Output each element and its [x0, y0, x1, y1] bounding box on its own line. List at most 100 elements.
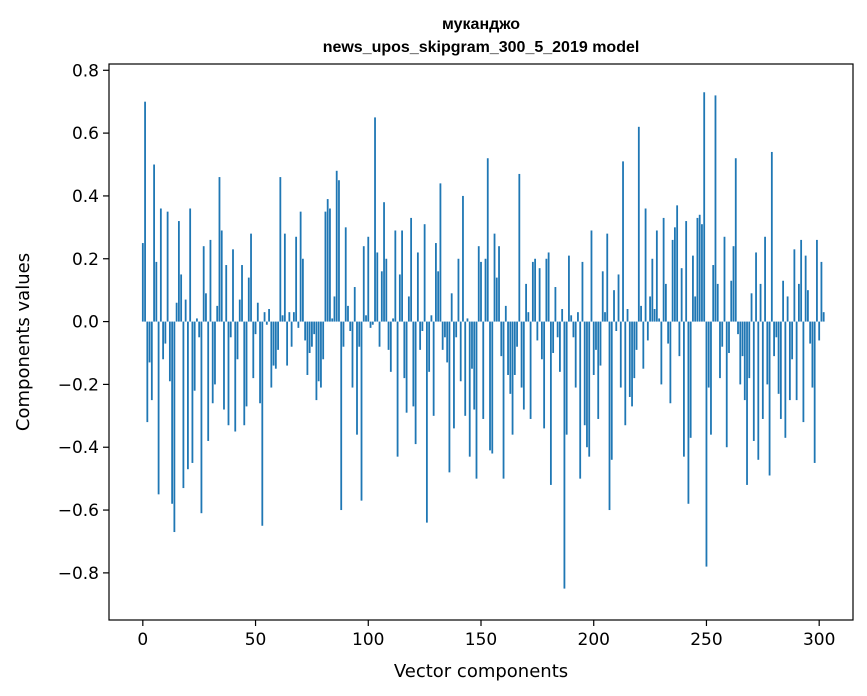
bar: [581, 261, 584, 322]
bar: [419, 321, 422, 350]
bar: [150, 321, 153, 401]
y-tick-label: 0.0: [72, 313, 99, 333]
bar: [498, 246, 500, 322]
bar: [148, 321, 151, 363]
bar: [182, 321, 185, 489]
bar: [407, 296, 410, 322]
bar: [331, 318, 334, 322]
bar: [322, 321, 325, 360]
bar: [786, 296, 789, 322]
bar: [703, 92, 706, 322]
bar: [263, 312, 266, 322]
bar: [218, 177, 221, 322]
bar: [626, 309, 629, 322]
bar: [649, 296, 651, 322]
bar: [234, 321, 237, 432]
bar: [344, 227, 347, 322]
bar: [392, 318, 394, 322]
bar: [277, 321, 279, 350]
bar: [159, 208, 162, 322]
bar: [448, 321, 451, 473]
bar: [446, 321, 449, 363]
bar: [816, 239, 818, 322]
bar: [189, 208, 192, 322]
bar: [637, 126, 640, 322]
bar: [453, 321, 455, 429]
bar: [775, 321, 778, 338]
bar: [572, 321, 575, 338]
bar: [554, 287, 557, 322]
bar: [342, 321, 345, 347]
bar: [261, 321, 264, 526]
bar: [387, 321, 390, 350]
bar: [755, 252, 757, 322]
bar: [653, 309, 656, 322]
bar: [180, 274, 183, 322]
bar: [579, 321, 582, 479]
bar: [500, 321, 503, 357]
bar: [480, 261, 482, 322]
bar: [191, 321, 194, 463]
bar: [489, 321, 491, 451]
bar: [193, 321, 196, 391]
bar: [207, 321, 210, 441]
bar: [311, 321, 313, 347]
bar: [378, 321, 381, 347]
bar: [173, 321, 176, 533]
bar: [141, 243, 144, 322]
bar: [324, 211, 327, 322]
bar: [574, 321, 577, 388]
bar: [599, 321, 602, 366]
bar: [389, 321, 392, 372]
bar: [793, 249, 796, 322]
bar: [220, 230, 223, 322]
bar: [728, 321, 730, 353]
bar: [694, 296, 697, 322]
bar: [730, 280, 733, 322]
bar: [712, 265, 715, 322]
bar: [394, 230, 397, 322]
bar: [347, 305, 349, 322]
bar: [671, 239, 674, 322]
bar: [507, 321, 509, 375]
x-tick-label: 300: [803, 630, 835, 650]
bar: [757, 321, 760, 460]
bar: [719, 321, 721, 379]
bar: [317, 321, 320, 382]
bar: [247, 277, 250, 322]
bar: [716, 283, 719, 322]
bar: [766, 321, 769, 385]
y-tick-label: −0.6: [58, 501, 99, 521]
bar: [475, 321, 478, 479]
bar: [272, 321, 275, 366]
bar: [369, 321, 372, 328]
bar: [689, 321, 692, 438]
bar: [464, 321, 467, 416]
bar: [624, 321, 627, 426]
bar: [238, 299, 241, 322]
bar: [288, 312, 291, 322]
y-tick-label: 0.2: [72, 250, 99, 270]
bar: [761, 321, 764, 419]
bar: [243, 321, 246, 426]
bar: [486, 158, 489, 322]
bar: [232, 249, 234, 322]
bar: [283, 233, 286, 322]
bar: [628, 321, 631, 397]
bar: [455, 321, 458, 338]
x-axis-ticks: 0 50 100 150 200 250 300: [137, 620, 835, 650]
bar: [425, 321, 428, 523]
bar: [315, 321, 318, 401]
bar: [617, 274, 620, 322]
bar: [531, 261, 534, 322]
bar: [764, 236, 766, 322]
bar: [597, 321, 600, 419]
bar: [432, 321, 435, 416]
bar: [403, 321, 406, 379]
bar: [590, 230, 593, 322]
bar: [543, 321, 546, 429]
bar: [520, 321, 523, 388]
y-tick-label: −0.4: [58, 438, 99, 458]
bar: [545, 258, 548, 322]
bar: [556, 321, 559, 338]
